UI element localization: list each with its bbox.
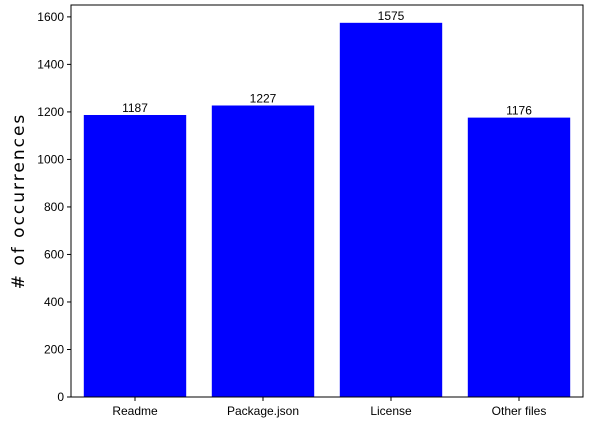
y-tick-label: 1200 <box>37 105 64 119</box>
y-tick-label: 0 <box>57 390 64 404</box>
x-axis-ticks: Readme Package.json License Other files <box>112 397 546 418</box>
y-axis-ticks: 0 200 400 600 800 1000 1200 1400 1600 <box>37 10 71 404</box>
x-tick-label: Package.json <box>227 404 299 418</box>
y-tick-label: 1600 <box>37 10 64 24</box>
x-tick-label: License <box>370 404 412 418</box>
y-axis-label: # of occurrences <box>9 113 29 290</box>
x-tick-label: Readme <box>112 404 158 418</box>
bar-license <box>339 22 443 398</box>
y-tick-label: 800 <box>44 200 64 214</box>
y-tick-label: 400 <box>44 295 64 309</box>
bar-value-label: 1575 <box>378 9 405 23</box>
plot-area-frame <box>70 4 584 398</box>
x-tick-label: Other files <box>492 404 547 418</box>
bar-package-json <box>211 105 315 398</box>
bar-readme <box>83 114 187 398</box>
bar-value-label: 1176 <box>506 104 532 118</box>
y-tick-label: 600 <box>44 247 64 261</box>
y-tick-label: 1400 <box>37 57 64 71</box>
y-tick-label: 1000 <box>37 152 64 166</box>
y-tick-label: 200 <box>44 342 64 356</box>
bars-group: 1187 1227 1575 1176 <box>83 9 571 398</box>
bar-value-label: 1227 <box>250 91 277 105</box>
bar-other-files <box>467 117 571 398</box>
bar-value-label: 1187 <box>122 101 148 115</box>
